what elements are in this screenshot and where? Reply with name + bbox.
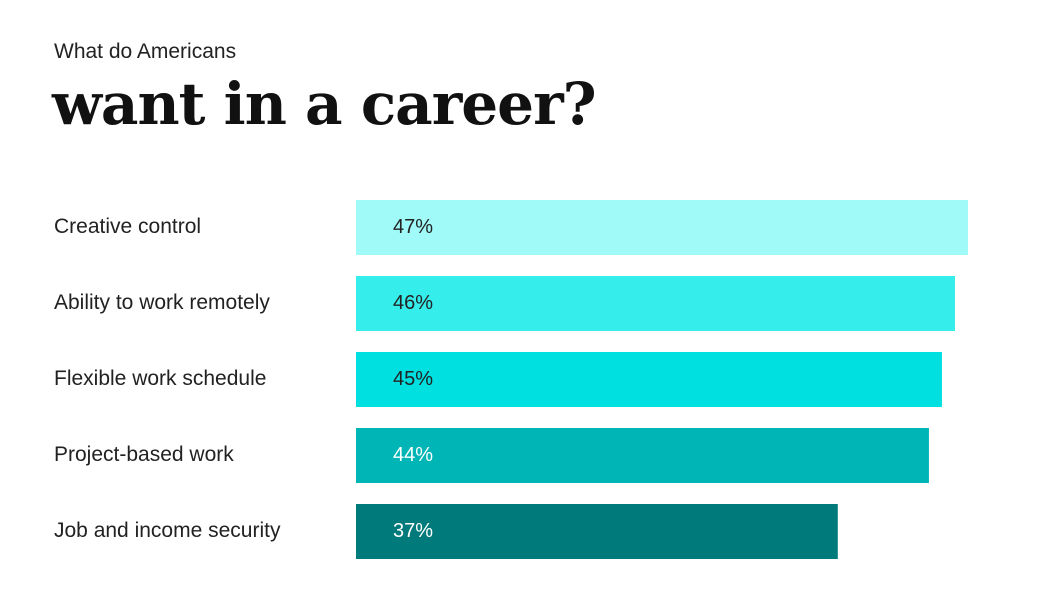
value-label: 47%	[393, 216, 433, 238]
bar	[356, 352, 942, 407]
category-label: Flexible work schedule	[54, 367, 266, 390]
value-label: 45%	[393, 368, 433, 390]
chart-title: want in a career?	[52, 70, 597, 138]
value-label: 37%	[393, 520, 433, 542]
chart-subtitle: What do Americans	[54, 40, 237, 63]
bar	[356, 504, 838, 559]
category-label: Project-based work	[54, 443, 234, 466]
category-label: Creative control	[54, 215, 201, 238]
value-label: 46%	[393, 292, 433, 314]
category-label: Ability to work remotely	[54, 291, 270, 314]
bar	[356, 276, 955, 331]
bar	[356, 200, 968, 255]
bar	[356, 428, 929, 483]
value-label: 44%	[393, 444, 433, 466]
category-label: Job and income security	[54, 519, 281, 542]
